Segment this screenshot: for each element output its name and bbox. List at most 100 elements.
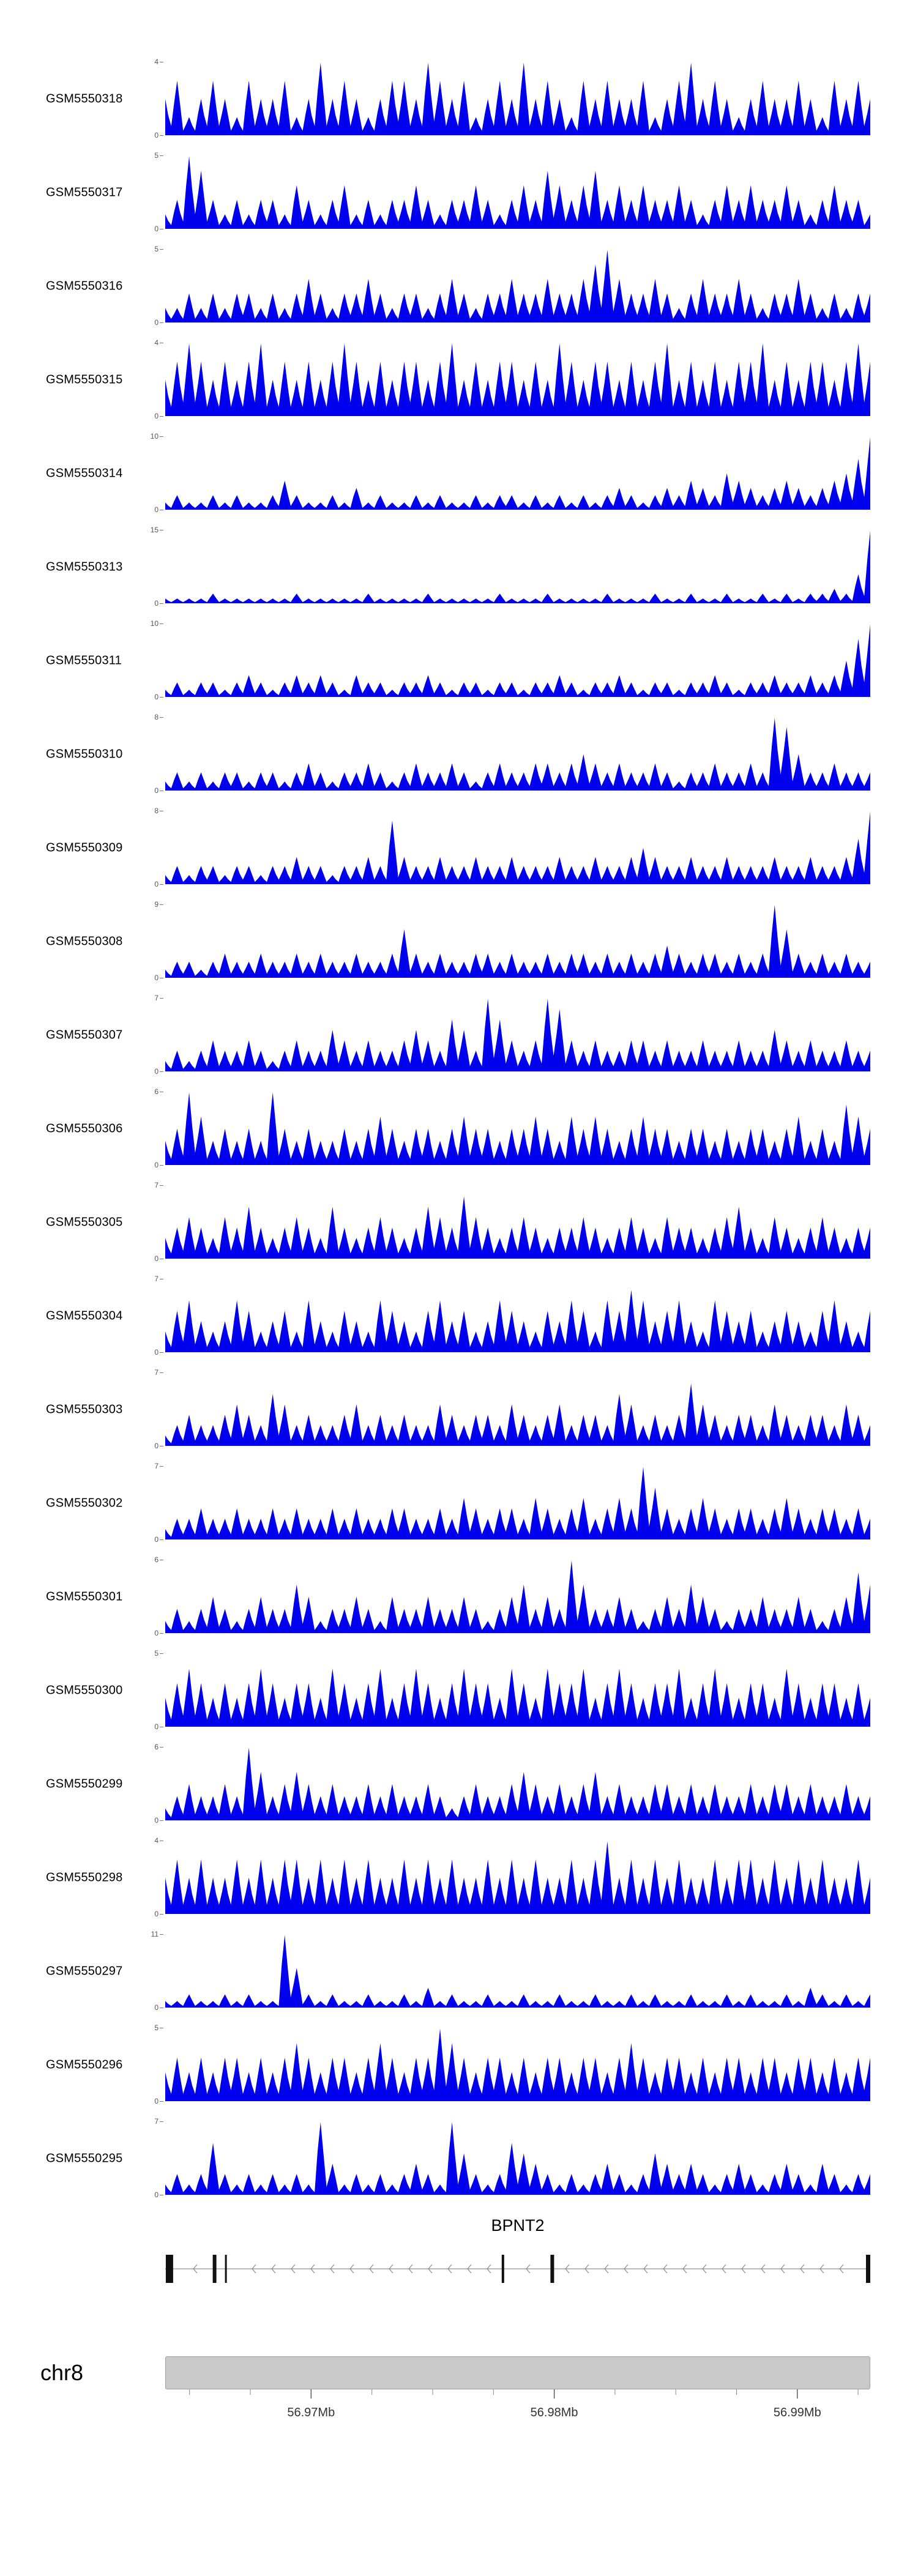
sample-label: GSM5550298: [46, 1871, 123, 1884]
sample-label: GSM5550295: [46, 2151, 123, 2165]
signal-plot: 11 0: [151, 1930, 870, 2011]
signal-track-row: GSM5550308 9 0: [0, 895, 918, 988]
y-axis-max-label: 7: [154, 1182, 165, 1189]
strand-arrow-icon: [252, 2264, 256, 2274]
sample-label: GSM5550301: [46, 1590, 123, 1603]
signal-track-row: GSM5550299 6 0: [0, 1737, 918, 1831]
sample-label: GSM5550317: [46, 185, 123, 199]
sample-label: GSM5550304: [46, 1309, 123, 1322]
chromosome-ideogram: [165, 2356, 870, 2389]
signal-area: [165, 811, 870, 884]
sample-label: GSM5550302: [46, 1496, 123, 1509]
y-axis-max-label: 15: [151, 526, 165, 534]
strand-arrow-icon: [565, 2264, 570, 2274]
sample-label: GSM5550308: [46, 934, 123, 948]
signal-track-row: GSM5550314 10 0: [0, 426, 918, 520]
sample-label: GSM5550305: [46, 1215, 123, 1229]
gene-exon: [550, 2255, 554, 2283]
y-axis-zero-label: 0: [154, 1068, 165, 1075]
signal-area: [165, 1467, 870, 1539]
axis-tick-label: 56.97Mb: [287, 2406, 335, 2419]
signal-track-row: GSM5550306 6 0: [0, 1082, 918, 1175]
signal-area: [165, 1668, 870, 1727]
signal-track-row: GSM5550311 10 0: [0, 614, 918, 707]
signal-track-row: GSM5550300 5 0: [0, 1644, 918, 1737]
sample-label: GSM5550311: [46, 653, 122, 667]
signal-track-row: GSM5550318 4 0: [0, 52, 918, 146]
strand-arrow-icon: [819, 2264, 824, 2274]
strand-arrow-icon: [663, 2264, 668, 2274]
y-axis-max-label: 11: [151, 1930, 165, 1938]
y-axis-max-label: 10: [151, 433, 165, 440]
signal-area: [165, 1092, 870, 1165]
sample-label: GSM5550309: [46, 841, 123, 854]
gene-exon: [212, 2255, 217, 2283]
strand-arrow-icon: [428, 2264, 433, 2274]
y-axis-max-label: 5: [154, 152, 165, 159]
y-axis-max-label: 5: [154, 2024, 165, 2031]
strand-arrow-icon: [447, 2264, 452, 2274]
strand-arrow-icon: [800, 2264, 805, 2274]
signal-plot: 10 0: [151, 620, 870, 701]
sample-label: GSM5550303: [46, 1402, 123, 1416]
strand-arrow-icon: [349, 2264, 354, 2274]
y-axis-zero-label: 0: [154, 412, 165, 420]
strand-arrow-icon: [467, 2264, 472, 2274]
y-axis-max-label: 9: [154, 901, 165, 908]
strand-arrow-icon: [604, 2264, 609, 2274]
signal-plot: 10 0: [151, 433, 870, 513]
y-axis-zero-label: 0: [154, 506, 165, 513]
signal-track-row: GSM5550313 15 0: [0, 520, 918, 614]
strand-arrow-icon: [741, 2264, 746, 2274]
signal-track-row: GSM5550315 4 0: [0, 333, 918, 426]
signal-area: [165, 1841, 870, 1914]
signal-track-row: GSM5550298 4 0: [0, 1831, 918, 1924]
y-axis-max-label: 4: [154, 339, 165, 346]
strand-arrow-icon: [761, 2264, 766, 2274]
signal-area: [165, 2028, 870, 2101]
chromosome-name-label: chr8: [40, 2360, 84, 2385]
y-axis-max-label: 7: [154, 1462, 165, 1470]
y-axis-zero-label: 0: [154, 1255, 165, 1262]
signal-track-row: GSM5550304 7 0: [0, 1269, 918, 1363]
y-axis-zero-label: 0: [154, 1817, 165, 1824]
signal-area: [165, 343, 870, 416]
signal-track-row: GSM5550295 7 0: [0, 2112, 918, 2205]
y-axis-zero-label: 0: [154, 1161, 165, 1169]
y-axis-max-label: 7: [154, 1369, 165, 1376]
signal-area: [165, 1748, 870, 1820]
y-axis-zero-label: 0: [154, 1723, 165, 1730]
y-axis-zero-label: 0: [154, 1442, 165, 1450]
axis-tick-label: 56.99Mb: [774, 2406, 821, 2419]
strand-arrow-icon: [780, 2264, 785, 2274]
y-axis-max-label: 7: [154, 994, 165, 1002]
y-axis-zero-label: 0: [154, 2004, 165, 2011]
strand-arrow-icon: [291, 2264, 296, 2274]
signal-area: [165, 1290, 870, 1352]
y-axis-max-label: 10: [151, 620, 165, 627]
axis-tick-label: 56.98Mb: [531, 2406, 578, 2419]
sample-label: GSM5550299: [46, 1777, 123, 1790]
gene-exon: [165, 2255, 173, 2283]
sample-label: GSM5550296: [46, 2058, 123, 2071]
signal-area: [165, 2122, 870, 2195]
signal-area: [165, 156, 870, 229]
y-axis-max-label: 6: [154, 1556, 165, 1563]
y-axis-max-label: 5: [154, 245, 165, 253]
strand-arrow-icon: [369, 2264, 374, 2274]
y-axis-zero-label: 0: [154, 880, 165, 888]
strand-arrow-icon: [330, 2264, 335, 2274]
y-axis-zero-label: 0: [154, 1910, 165, 1918]
y-axis-zero-label: 0: [154, 693, 165, 701]
signal-track-row: GSM5550310 8 0: [0, 707, 918, 801]
signal-area: [165, 1935, 870, 2008]
